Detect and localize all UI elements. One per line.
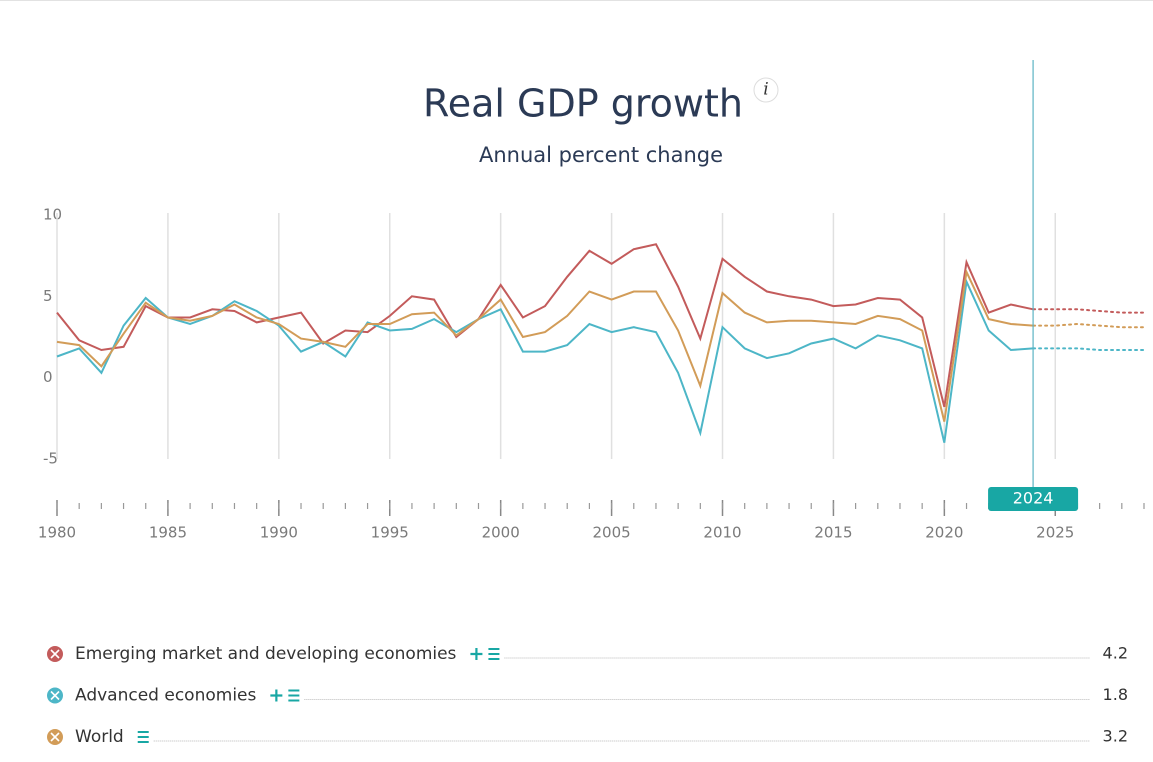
x-tick-label: 1980 [38,524,76,542]
x-tick-label: 2000 [482,524,520,542]
legend-value: 1.8 [1103,685,1128,704]
legend-value: 4.2 [1103,644,1128,663]
series-line [56,268,1034,422]
x-tick-label: 2020 [925,524,963,542]
legend-swatch-x [50,649,60,659]
legend-label: Advanced economies [75,686,256,706]
chart-title: Real GDP growth [423,82,743,126]
table-icon[interactable] [137,731,149,743]
x-tick-label: 2015 [814,524,852,542]
x-tick-label: 2005 [592,524,630,542]
add-icon[interactable] [470,648,483,660]
legend-swatch-x [50,732,60,742]
legend-item[interactable]: World 3.2 [47,727,1128,748]
chart-subtitle: Annual percent change [479,143,723,167]
year-marker-badge [988,487,1079,511]
info-icon[interactable]: i [753,77,779,103]
y-tick-label: 0 [43,368,53,386]
x-tick-label: 2025 [1036,524,1074,542]
table-icon[interactable] [288,689,300,702]
series-projection [1032,322,1145,329]
series-projection [1032,347,1145,351]
x-tick-label: 2010 [703,524,741,542]
legend-value: 3.2 [1103,727,1128,746]
legend-label: Emerging market and developing economies [75,644,457,664]
x-tick-label: 1990 [260,524,298,542]
legend-item[interactable]: Advanced economies 1.8 [47,685,1128,706]
y-tick-label: -5 [43,450,58,468]
table-icon[interactable] [488,648,500,660]
svg-text:i: i [763,80,768,100]
x-tick-label: 1995 [371,524,409,542]
legend-label: World [75,727,124,747]
series-line [56,243,1034,408]
y-tick-label: 5 [43,287,53,305]
year-marker-label: 2024 [1013,489,1054,508]
legend-item[interactable]: Emerging market and developing economies… [47,644,1128,665]
x-tick-label: 1985 [149,524,187,542]
y-tick-label: 10 [43,206,62,224]
legend-swatch-x [50,690,60,701]
add-icon[interactable] [270,689,283,702]
series-projection [1032,308,1145,314]
